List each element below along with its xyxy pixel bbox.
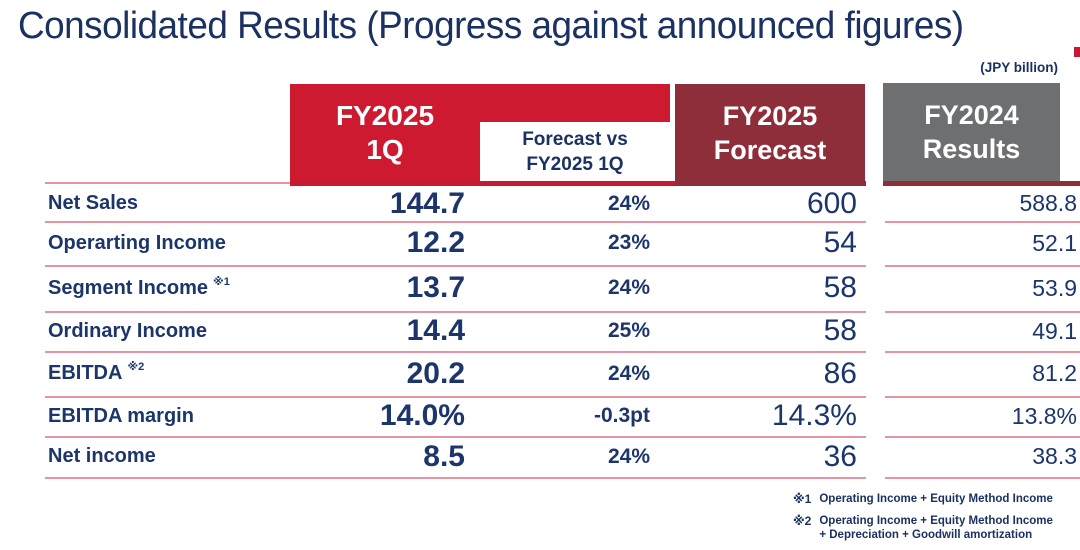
value-forecast-vs-1q: 24% [607,191,650,215]
row-separator-fy2024 [885,396,1080,398]
row-separator [45,265,866,267]
row-label-footnote-ref: ※2 [127,361,145,373]
header-underline-maroon [675,181,866,186]
header-underline-red [290,181,675,186]
value-fy2025-1q: 20.2 [406,356,465,390]
row-separator-fy2024 [885,221,1080,223]
row-label: Net income [48,445,156,467]
row-label: Segment Income [48,276,209,299]
column-header-fy2024-results: FY2024 Results [883,83,1060,181]
value-fy2025-forecast: 14.3% [771,399,857,432]
unit-note: (JPY billion) [980,60,1058,75]
row-separator [45,221,866,223]
value-fy2025-1q: 14.0% [379,399,465,432]
row-separator-fy2024 [885,436,1080,438]
value-forecast-vs-1q: 23% [607,231,650,254]
title-edge-red-tick [1074,47,1080,57]
row-label: EBITDA margin [48,404,194,427]
value-fy2024-results: 53.9 [1032,274,1077,301]
value-forecast-vs-1q: -0.3pt [593,404,650,427]
row-separator-fy2024 [885,265,1080,267]
value-forecast-vs-1q: 24% [607,276,650,299]
row-separator-fy2024 [885,477,1080,479]
value-fy2024-results: 49.1 [1032,317,1077,344]
value-fy2025-forecast: 58 [823,271,857,304]
value-fy2024-results: 38.3 [1032,443,1077,469]
table-top-border-left [45,182,290,184]
table-row: Net income 8.5 24% 36 38.3 [0,436,1080,477]
value-fy2025-forecast: 58 [823,314,857,347]
footnote-1-marker: ※1 [793,492,812,506]
value-fy2025-1q: 12.2 [406,226,465,259]
table-row: Segment Income ※1 13.7 24% 58 53.9 [0,265,1080,311]
value-fy2025-1q: 8.5 [423,439,465,473]
footnote-2: ※2 Operating Income + Equity Method Inco… [793,514,1053,542]
row-separator-fy2024 [885,311,1080,313]
value-fy2025-1q: 14.4 [406,314,465,347]
footnote-2-text: Operating Income + Equity Method Income … [819,515,1053,541]
value-forecast-vs-1q: 25% [607,319,650,342]
value-fy2024-results: 81.2 [1032,360,1077,386]
value-fy2024-results: 52.1 [1032,229,1077,256]
value-fy2024-results: 588.8 [1019,190,1077,216]
row-label: Ordinary Income [48,319,207,342]
row-label: Operarting Income [48,231,226,254]
value-forecast-vs-1q: 24% [607,444,650,468]
table-row: Net Sales 144.7 24% 600 588.8 [0,186,1080,221]
value-fy2025-forecast: 54 [823,226,857,259]
value-fy2025-forecast: 600 [806,186,857,220]
row-label: EBITDA [48,362,123,384]
row-label: Net Sales [48,192,139,214]
value-fy2024-results: 13.8% [1011,402,1077,429]
table-row: Ordinary Income 14.4 25% 58 49.1 [0,311,1080,351]
row-separator [45,396,866,398]
row-separator [45,311,866,313]
row-separator [45,351,866,353]
footnote-1-text: Operating Income + Equity Method Income [819,493,1053,505]
value-fy2025-1q: 144.7 [389,186,465,220]
header-underline-fy2024 [883,181,1080,186]
row-label-footnote-ref: ※1 [213,275,230,288]
value-fy2025-forecast: 86 [823,356,857,390]
column-header-fy2025-forecast: FY2025 Forecast [675,84,865,181]
table-row: EBITDA ※2 20.2 24% 86 81.2 [0,351,1080,396]
value-fy2025-1q: 13.7 [406,271,465,304]
column-header-forecast-vs-1q: Forecast vs FY2025 1Q [480,122,670,181]
footnote-1: ※1 Operating Income + Equity Method Inco… [793,492,1053,506]
value-fy2025-forecast: 36 [823,439,857,473]
table-row: Operarting Income 12.2 23% 54 52.1 [0,221,1080,265]
table-row: EBITDA margin 14.0% -0.3pt 14.3% 13.8% [0,396,1080,436]
row-separator-fy2024 [885,351,1080,353]
page-title: Consolidated Results (Progress against a… [18,5,964,47]
row-separator [45,477,866,479]
footnote-2-marker: ※2 [793,514,812,528]
column-header-fy2025-1q-label: FY2025 1Q [335,99,435,165]
row-separator [45,436,866,438]
value-forecast-vs-1q: 24% [607,361,650,385]
